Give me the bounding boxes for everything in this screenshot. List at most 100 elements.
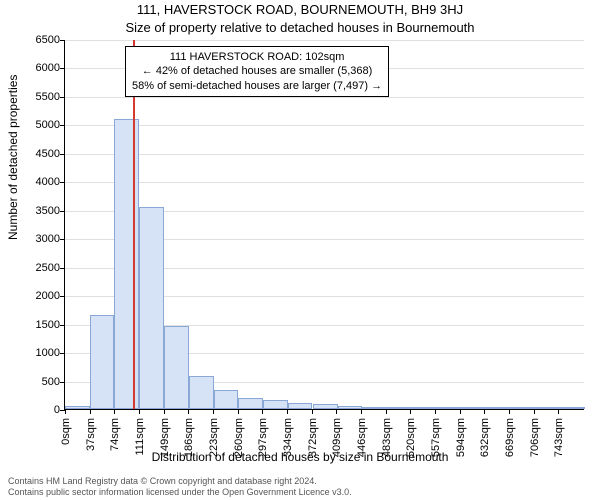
plot-area: 111 HAVERSTOCK ROAD: 102sqm ← 42% of det… [64,40,584,410]
x-tick-mark [90,409,91,414]
x-tick-label: 632sqm [479,418,491,457]
histogram-bar [412,407,437,409]
x-tick-label: 409sqm [331,418,343,457]
histogram-bar [536,407,561,409]
gridline [65,40,584,41]
histogram-bar [338,406,363,409]
histogram-bar [387,407,412,409]
histogram-bar [164,326,189,409]
y-tick-label: 3500 [20,205,60,217]
x-tick-mark [65,409,66,414]
footer-line1: Contains HM Land Registry data © Crown c… [8,476,352,487]
y-tick-label: 2500 [20,262,60,274]
x-tick-mark [484,409,485,414]
info-box-line1: 111 HAVERSTOCK ROAD: 102sqm [132,50,382,64]
x-tick-label: 446sqm [356,418,368,457]
x-tick-label: 483sqm [381,418,393,457]
x-tick-mark [188,409,189,414]
x-tick-label: 557sqm [430,418,442,457]
x-tick-label: 669sqm [504,418,516,457]
x-tick-label: 260sqm [233,418,245,457]
histogram-bar [288,403,313,409]
x-tick-mark [410,409,411,414]
x-tick-mark [287,409,288,414]
x-tick-mark [312,409,313,414]
x-tick-label: 37sqm [85,418,97,451]
x-tick-mark [336,409,337,414]
x-tick-mark [534,409,535,414]
x-tick-mark [262,409,263,414]
histogram-bar [436,407,461,409]
chart-subtitle: Size of property relative to detached ho… [0,20,600,35]
y-tick-mark [60,68,65,69]
info-box-line2: ← 42% of detached houses are smaller (5,… [132,64,382,78]
x-tick-label: 149sqm [159,418,171,457]
y-tick-label: 500 [20,376,60,388]
y-tick-mark [60,182,65,183]
histogram-bar [65,406,90,409]
y-tick-label: 5000 [20,119,60,131]
x-tick-mark [460,409,461,414]
histogram-bar [461,407,486,409]
y-tick-label: 1000 [20,347,60,359]
y-tick-label: 4000 [20,176,60,188]
info-box: 111 HAVERSTOCK ROAD: 102sqm ← 42% of det… [125,46,389,97]
histogram-bar [362,407,387,409]
x-tick-label: 372sqm [307,418,319,457]
y-tick-label: 2000 [20,290,60,302]
y-tick-label: 3000 [20,233,60,245]
x-tick-label: 111sqm [134,418,146,456]
x-tick-label: 74sqm [109,418,121,451]
x-tick-label: 186sqm [183,418,195,457]
y-tick-label: 6500 [20,34,60,46]
y-tick-label: 0 [20,404,60,416]
histogram-bar [114,119,139,409]
x-tick-mark [139,409,140,414]
histogram-bar [214,390,239,409]
y-tick-label: 6000 [20,62,60,74]
x-tick-label: 706sqm [529,418,541,457]
y-tick-mark [60,97,65,98]
y-tick-mark [60,40,65,41]
y-tick-mark [60,125,65,126]
histogram-bar [238,398,263,409]
info-box-line3: 58% of semi-detached houses are larger (… [132,79,382,93]
footer-line2: Contains public sector information licen… [8,487,352,498]
x-tick-label: 297sqm [257,418,269,457]
y-tick-mark [60,239,65,240]
histogram-bar [263,400,288,409]
x-tick-label: 0sqm [60,418,72,445]
y-tick-label: 4500 [20,148,60,160]
chart-container: 111, HAVERSTOCK ROAD, BOURNEMOUTH, BH9 3… [0,0,600,500]
histogram-bar [313,404,338,409]
x-tick-label: 743sqm [553,418,565,457]
gridline [65,154,584,155]
chart-title: 111, HAVERSTOCK ROAD, BOURNEMOUTH, BH9 3… [0,2,600,17]
histogram-bar [90,315,115,409]
y-tick-mark [60,325,65,326]
histogram-bar [511,407,536,409]
y-tick-mark [60,211,65,212]
y-tick-mark [60,296,65,297]
x-tick-mark [361,409,362,414]
y-tick-mark [60,268,65,269]
y-tick-label: 5500 [20,91,60,103]
gridline [65,97,584,98]
y-tick-mark [60,353,65,354]
x-tick-mark [509,409,510,414]
x-tick-label: 520sqm [405,418,417,457]
footer-attribution: Contains HM Land Registry data © Crown c… [8,476,352,499]
x-tick-mark [435,409,436,414]
y-tick-mark [60,382,65,383]
gridline [65,182,584,183]
x-tick-mark [238,409,239,414]
x-tick-label: 334sqm [282,418,294,457]
histogram-bar [139,207,164,409]
histogram-bar [189,376,214,409]
histogram-bar [560,407,585,409]
x-tick-mark [164,409,165,414]
y-tick-mark [60,154,65,155]
x-tick-label: 594sqm [455,418,467,457]
x-tick-label: 223sqm [208,418,220,457]
y-tick-label: 1500 [20,319,60,331]
